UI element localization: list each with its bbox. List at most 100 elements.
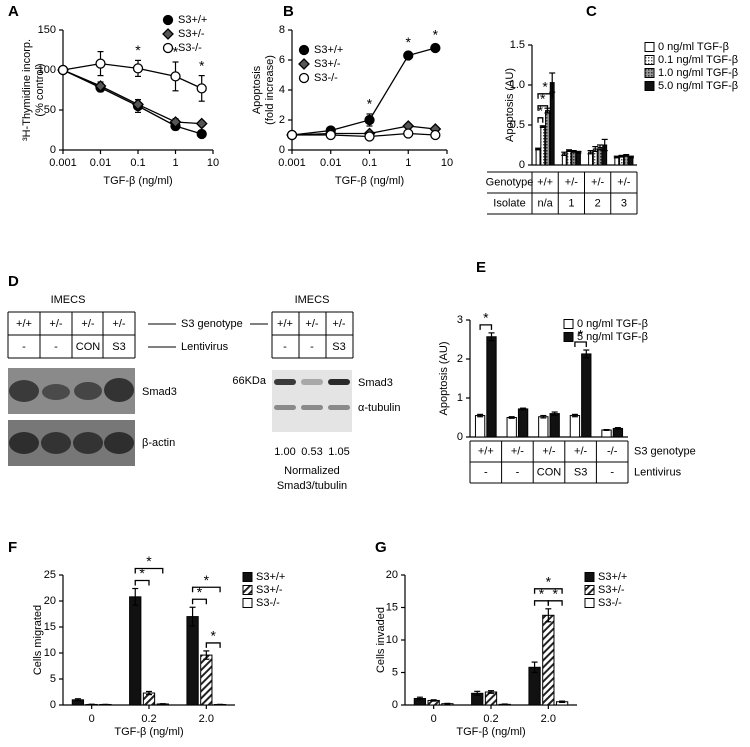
- legend-label: 0 ng/ml TGF-β: [577, 318, 648, 330]
- table-cell: +/-: [617, 176, 630, 188]
- y-tick-label: 2: [457, 353, 463, 365]
- significance-bracket: [134, 579, 150, 586]
- table-cell: -: [610, 466, 614, 478]
- table-cell: +/+: [16, 318, 32, 330]
- left-blot: Smad3 β-actin: [8, 368, 177, 466]
- point: [132, 98, 144, 111]
- significance-bracket: [191, 598, 207, 605]
- blot-band: [73, 432, 103, 454]
- legend-marker: [298, 72, 310, 84]
- legend-swatch: [584, 585, 595, 595]
- point: [169, 116, 182, 128]
- table-cell: +/-: [565, 176, 578, 188]
- legend-label: S3-/-: [178, 42, 202, 54]
- blot-band: [9, 432, 39, 454]
- y-tick-label: 0: [392, 699, 398, 711]
- point: [57, 64, 69, 76]
- table-cell: -: [484, 466, 488, 478]
- blot-band: [74, 382, 102, 400]
- table-cell: +/-: [81, 318, 94, 330]
- bar: [538, 416, 549, 438]
- ratio-caption: Smad3/tubulin: [277, 480, 347, 492]
- legend-label: S3+/-: [256, 584, 283, 596]
- legend-label: S3+/+: [256, 571, 285, 583]
- blot-title: IMECS: [51, 294, 86, 306]
- significance-bracket: [205, 642, 221, 648]
- bar: [542, 614, 555, 706]
- significance: *: [204, 572, 210, 588]
- y-tick-label: 100: [38, 64, 56, 76]
- significance: *: [406, 34, 412, 50]
- significance-bracket: [533, 600, 549, 606]
- point: [430, 42, 441, 54]
- panel-d: D IMECS +/+ +/- +/- +/- - - CON S3: [7, 273, 400, 492]
- table-cell: CON: [537, 466, 562, 478]
- significance: *: [540, 91, 546, 107]
- bar: [474, 415, 486, 438]
- x-tick-label: 10: [207, 157, 219, 169]
- blot-band: [104, 432, 134, 454]
- panel-letter: A: [8, 3, 19, 20]
- significance: *: [538, 103, 544, 119]
- legend-swatch: [242, 585, 253, 595]
- row-labels: S3 genotype Lentivirus: [148, 318, 268, 353]
- point: [94, 80, 107, 92]
- table-row-label: Genotype: [486, 176, 534, 188]
- table-cell: +/-: [574, 445, 587, 457]
- x-tick-label: 0.001: [278, 157, 306, 169]
- point: [403, 128, 414, 139]
- band-label: α-tubulin: [358, 402, 400, 414]
- y-axis-label: Cells invaded: [375, 607, 387, 673]
- table-cell: 3: [621, 197, 627, 209]
- legend-label: S3-/-: [598, 597, 622, 609]
- significance: *: [539, 586, 545, 602]
- band-label: Smad3: [358, 377, 393, 389]
- y-tick-label: 2: [279, 114, 285, 126]
- legend-label: S3+/-: [178, 28, 205, 40]
- table-cell: +/+: [277, 318, 293, 330]
- significance-bracket: [134, 567, 164, 574]
- bar: [517, 408, 529, 438]
- table-cell: +/+: [478, 445, 494, 457]
- significance-bracket: [533, 588, 563, 594]
- table-cell: CON: [76, 341, 101, 353]
- significance: *: [210, 628, 216, 644]
- x-tick-label: 0.01: [320, 157, 341, 169]
- table-cell: 1: [568, 197, 574, 209]
- y-axis-label: Cells migrated: [32, 605, 44, 675]
- bar: [623, 154, 629, 166]
- table-cell: -: [54, 341, 58, 353]
- blot-band: [41, 432, 71, 454]
- significance-bracket: [547, 600, 563, 606]
- blot-band: [274, 405, 296, 410]
- y-tick-label: 50: [44, 104, 56, 116]
- table-cell: -: [516, 466, 520, 478]
- significance: *: [146, 553, 152, 569]
- ratio-value: 1.00: [274, 446, 295, 458]
- point: [430, 129, 441, 141]
- legend-label: 1.0 ng/ml TGF-β: [658, 67, 738, 79]
- y-tick-label: 0: [457, 431, 463, 443]
- point: [132, 63, 144, 74]
- table-cell: +/-: [112, 318, 125, 330]
- y-tick-label: 25: [44, 569, 56, 581]
- table-cell: -: [22, 341, 26, 353]
- point: [95, 58, 106, 69]
- blot-band: [274, 379, 296, 385]
- y-axis-label: Apoptosis (AU): [504, 68, 516, 142]
- panel-letter: B: [283, 3, 294, 20]
- table-cell: +/-: [49, 318, 62, 330]
- point: [364, 114, 375, 126]
- x-tick-label: 0.2: [483, 713, 498, 725]
- legend-label: 0 ng/ml TGF-β: [658, 41, 729, 53]
- y-tick-label: 150: [38, 24, 56, 36]
- bar: [571, 150, 577, 166]
- table-cell: S3: [574, 466, 587, 478]
- bar: [569, 415, 581, 438]
- y-tick-label: 0: [519, 159, 525, 171]
- significance-bracket: [537, 93, 553, 99]
- blot-band: [301, 405, 323, 410]
